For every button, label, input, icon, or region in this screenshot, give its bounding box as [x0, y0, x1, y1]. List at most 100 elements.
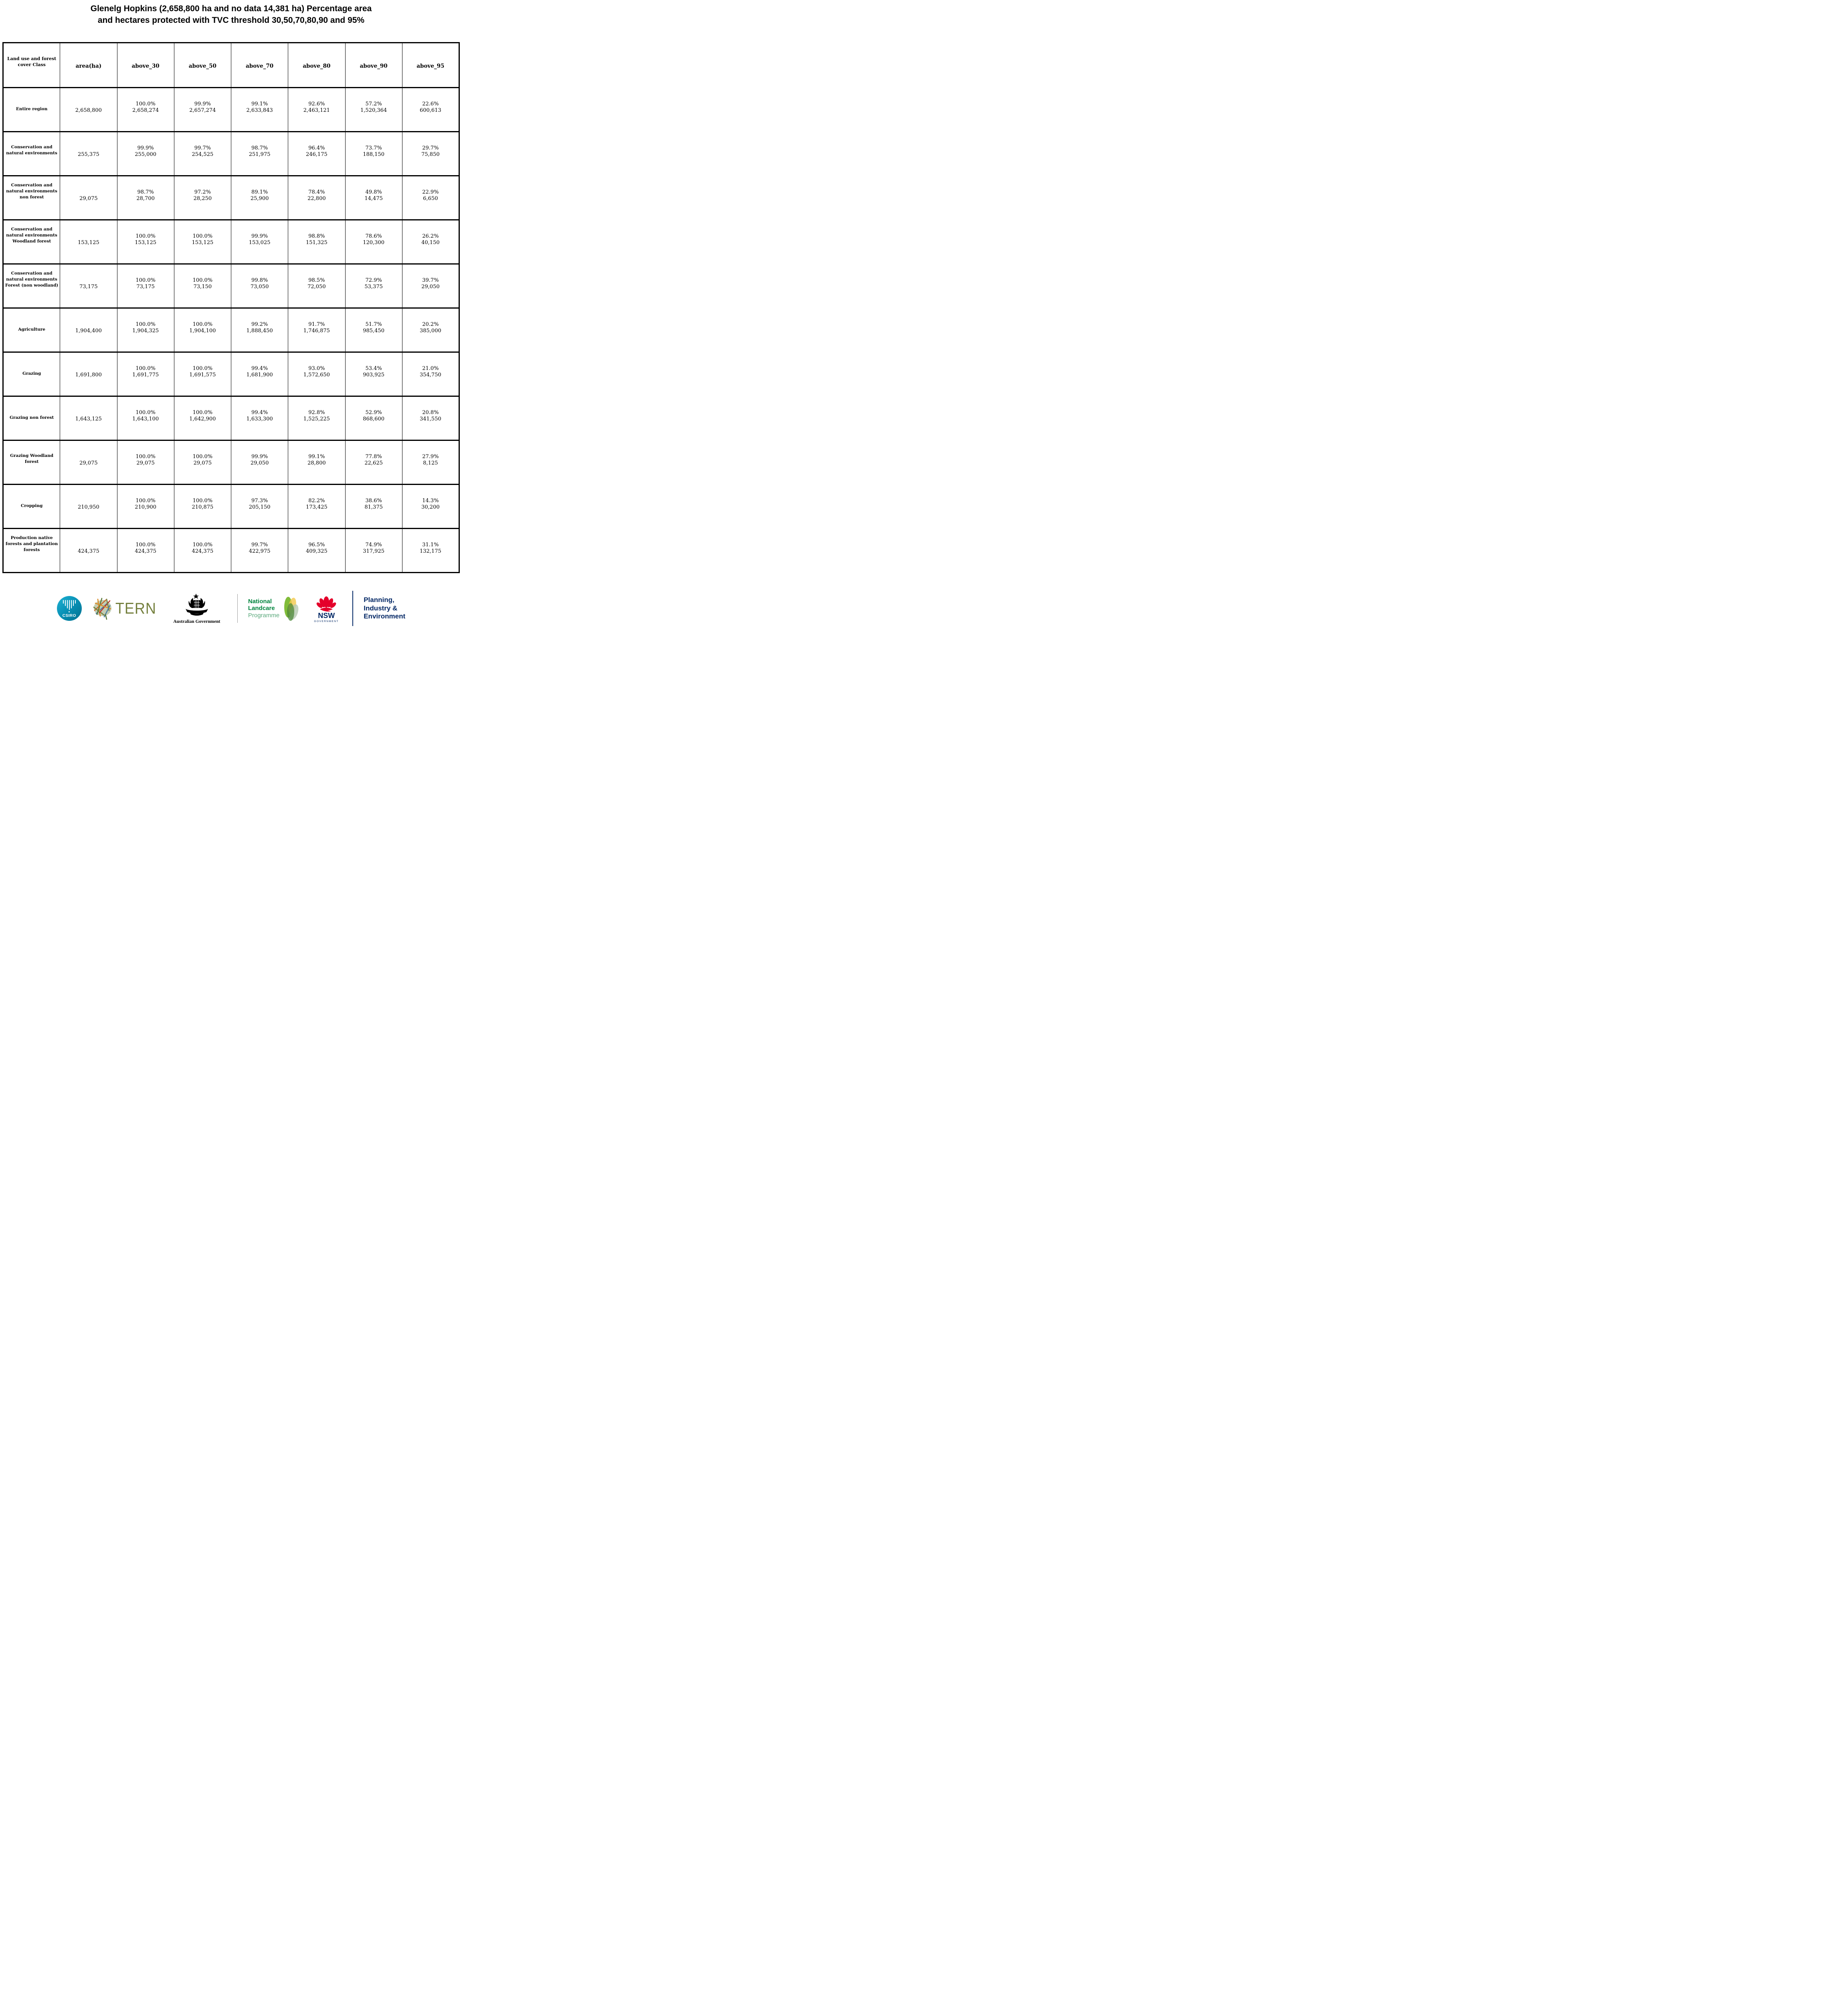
threshold-cell: 99.9% 153,025 [230, 219, 289, 265]
percent-value: 82.2% [308, 497, 325, 504]
threshold-cell: 100.0% 1,904,325 [117, 307, 174, 353]
percent-value: 100.0% [135, 541, 156, 548]
threshold-cell: 78.6% 120,300 [345, 219, 402, 265]
hectares-value: 25,900 [250, 195, 269, 202]
area-cell: 153,125 [60, 219, 117, 265]
threshold-cell: 22.9% 6,650 [402, 175, 460, 220]
threshold-cell: 98.7% 251,975 [230, 131, 289, 176]
percent-value: 91.7% [308, 321, 325, 327]
threshold-cell: 99.9% 2,657,274 [174, 87, 232, 132]
percent-value: 99.9% [251, 453, 268, 460]
threshold-cell: 49.8% 14,475 [345, 175, 402, 220]
threshold-cell: 22.6% 600,613 [402, 87, 460, 132]
table-body: Entire region 2,658,800 100.0% 2,658,274 99.… [2, 87, 460, 573]
percent-value: 100.0% [135, 497, 156, 504]
threshold-cell: 100.0% 2,658,274 [117, 87, 174, 132]
area-cell: 255,375 [60, 131, 117, 176]
row-label: Conservation and natural environments Wo… [2, 219, 61, 265]
table-row: Cropping 210,950 100.0% 210,900 100.0% 210,87… [2, 484, 460, 529]
column-header: above_80 [288, 42, 346, 88]
threshold-cell: 99.4% 1,633,300 [230, 396, 289, 441]
hectares-value: 1,642,900 [189, 416, 216, 422]
hectares-value: 40,150 [421, 239, 440, 246]
percent-value: 100.0% [192, 541, 213, 548]
title-line-2: and hectares protected with TVC threshol… [97, 15, 365, 25]
threshold-cell: 27.9% 8,125 [402, 440, 460, 485]
column-header: above_30 [117, 42, 174, 88]
csiro-label: CSIRO [62, 614, 76, 618]
threshold-cell: 99.9% 255,000 [117, 131, 174, 176]
percent-value: 100.0% [192, 233, 213, 239]
hectares-value: 385,000 [419, 327, 441, 334]
threshold-cell: 99.9% 29,050 [230, 440, 289, 485]
hectares-value: 1,633,300 [246, 416, 273, 422]
hectares-value: 153,125 [135, 239, 156, 246]
tern-australia-scribble-icon [93, 598, 111, 620]
threshold-cell: 99.7% 254,525 [174, 131, 232, 176]
hectares-value: 600,613 [419, 107, 441, 113]
hectares-value: 409,325 [305, 548, 328, 554]
percent-value: 100.0% [135, 233, 156, 239]
hectares-value: 422,975 [249, 548, 271, 554]
percent-value: 99.9% [194, 101, 211, 107]
threshold-cell: 100.0% 153,125 [117, 219, 174, 265]
hectares-value: 868,600 [363, 416, 384, 422]
hectares-value: 1,681,900 [246, 372, 273, 378]
percent-value: 99.9% [137, 145, 154, 151]
threshold-cell: 29.7% 75,850 [402, 131, 460, 176]
threshold-cell: 74.9% 317,925 [345, 528, 402, 573]
row-label: Conservation and natural environments Fo… [2, 263, 61, 309]
hectares-value: 153,125 [192, 239, 214, 246]
hectares-value: 2,633,843 [246, 107, 273, 113]
threshold-cell: 82.2% 173,425 [288, 484, 346, 529]
percent-value: 100.0% [135, 277, 156, 283]
threshold-cell: 97.3% 205,150 [230, 484, 289, 529]
threshold-cell: 99.1% 2,633,843 [230, 87, 289, 132]
row-label: Entire region [2, 87, 61, 132]
table-row: Conservation and natural environments Fo… [2, 263, 460, 309]
table-header: Land use and forest cover Class area(ha) a… [2, 42, 460, 88]
table-header-row: Land use and forest cover Class area(ha) a… [2, 42, 460, 88]
hectares-value: 8,125 [423, 460, 438, 466]
percent-value: 99.4% [251, 365, 268, 372]
percent-value: 100.0% [135, 321, 156, 327]
row-label: Grazing Woodland forest [2, 440, 61, 485]
hectares-value: 30,200 [421, 504, 440, 510]
threshold-cell: 100.0% 29,075 [117, 440, 174, 485]
threshold-cell: 92.8% 1,525,225 [288, 396, 346, 441]
row-label: Grazing [2, 352, 61, 397]
threshold-cell: 51.7% 985,450 [345, 307, 402, 353]
percent-value: 96.4% [308, 145, 325, 151]
planning-industry-environment-label: Planning, Industry & Environment [364, 596, 405, 621]
threshold-cell: 89.1% 25,900 [230, 175, 289, 220]
percent-value: 98.7% [137, 189, 154, 195]
percent-value: 96.5% [308, 541, 325, 548]
hectares-value: 29,075 [136, 460, 155, 466]
percent-value: 51.7% [365, 321, 382, 327]
hectares-value: 1,691,775 [132, 372, 159, 378]
hectares-value: 1,904,325 [132, 327, 159, 334]
threshold-cell: 96.5% 409,325 [288, 528, 346, 573]
hectares-value: 985,450 [363, 327, 384, 334]
threshold-cell: 91.7% 1,746,875 [288, 307, 346, 353]
threshold-cell: 72.9% 53,375 [345, 263, 402, 309]
table-row: Entire region 2,658,800 100.0% 2,658,274 99.… [2, 87, 460, 132]
threshold-cell: 100.0% 1,642,900 [174, 396, 232, 441]
hectares-value: 1,888,450 [246, 327, 273, 334]
threshold-cell: 98.7% 28,700 [117, 175, 174, 220]
hectares-value: 205,150 [249, 504, 271, 510]
column-header: above_90 [345, 42, 402, 88]
area-cell: 2,658,800 [60, 87, 117, 132]
hectares-value: 14,475 [364, 195, 383, 202]
percent-value: 100.0% [192, 277, 213, 283]
table-row: Production native forests and plantation… [2, 528, 460, 573]
percent-value: 77.8% [365, 453, 382, 460]
threshold-cell: 100.0% 210,875 [174, 484, 232, 529]
hectares-value: 246,175 [305, 151, 328, 158]
hectares-value: 28,700 [136, 195, 155, 202]
csiro-waveform-icon [57, 600, 82, 610]
threshold-cell: 20.2% 385,000 [402, 307, 460, 353]
percent-value: 98.8% [308, 233, 325, 239]
threshold-cell: 100.0% 210,900 [117, 484, 174, 529]
nsw-government-label: GOVERNMENT [314, 620, 339, 623]
